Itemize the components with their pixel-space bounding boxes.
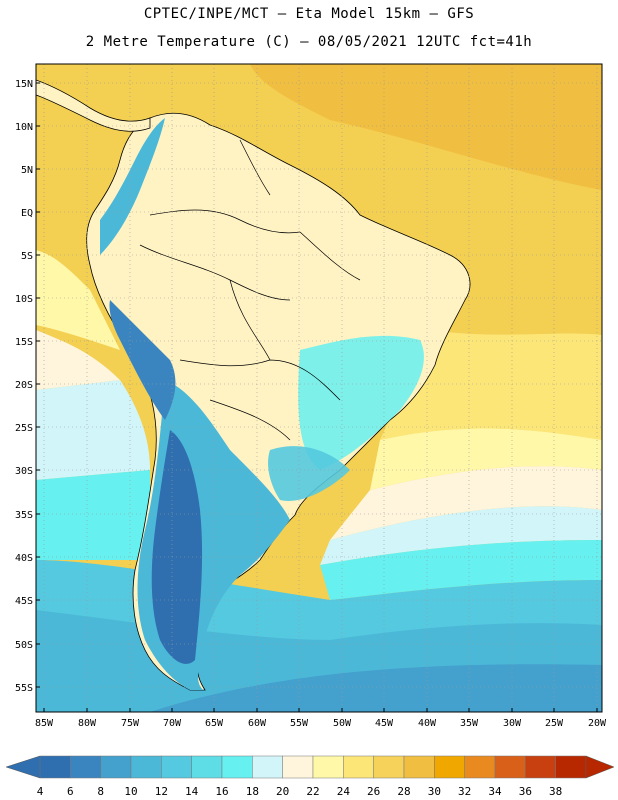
central-america <box>36 79 151 132</box>
colorbar-cell <box>70 755 101 779</box>
lon-label: 50W <box>333 718 352 729</box>
central-andes-cold <box>109 300 176 420</box>
colorbar-cell <box>403 755 435 779</box>
lat-label: 55S <box>15 683 33 694</box>
axis-ticks <box>36 82 598 712</box>
colorbar-cell <box>343 755 374 779</box>
colorbar-label: 24 <box>337 785 351 798</box>
colorbar-label: 32 <box>458 785 471 798</box>
colorbar-cell <box>161 755 192 779</box>
colorbar-cell <box>494 755 526 779</box>
northern-andes-cool <box>100 118 165 255</box>
ocean-warmest-north <box>250 64 602 190</box>
pacific-band-18 <box>36 380 150 480</box>
andes-patagonia-cold <box>151 430 203 664</box>
lat-label: 5S <box>21 251 33 262</box>
colorbar-cell <box>312 755 344 779</box>
ocean-band-22 <box>370 428 602 490</box>
ocean-band-18 <box>320 506 602 565</box>
pacific-band-16 <box>36 470 150 560</box>
lat-label: 35S <box>15 510 33 521</box>
lat-label: 45S <box>15 596 33 607</box>
graticule <box>36 64 602 712</box>
lon-label: 70W <box>163 718 182 729</box>
lat-label: 5N <box>21 165 33 176</box>
lon-label: 20W <box>588 718 607 729</box>
lon-label: 35W <box>460 718 479 729</box>
lat-label: 25S <box>15 423 33 434</box>
lat-label: EQ <box>21 208 33 219</box>
colorbar-cell <box>282 755 314 779</box>
colorbar-label: 16 <box>215 785 228 798</box>
colorbar-label: 18 <box>246 785 259 798</box>
colorbar-right-arrow <box>585 755 615 779</box>
lon-label: 60W <box>248 718 267 729</box>
lat-label: 50S <box>15 640 33 651</box>
colorbar-cell <box>191 755 223 779</box>
lon-label: 40W <box>418 718 437 729</box>
lat-label: 10N <box>15 122 33 133</box>
colorbar-cell <box>130 755 162 779</box>
lat-label: 20S <box>15 380 33 391</box>
map-title-line1: CPTEC/INPE/MCT – Eta Model 15km – GFS <box>143 6 475 22</box>
colorbar-label: 10 <box>124 785 137 798</box>
lat-label: 15S <box>15 337 33 348</box>
lat-label: 30S <box>15 466 33 477</box>
colorbar-cell <box>39 755 71 779</box>
colorbar-label: 4 <box>37 785 44 798</box>
colorbar-label: 36 <box>519 785 532 798</box>
lat-label: 15N <box>15 79 33 90</box>
lat-label: 40S <box>15 553 33 564</box>
lon-label: 45W <box>375 718 394 729</box>
colorbar-cell <box>525 755 556 779</box>
colorbar-label: 28 <box>397 785 410 798</box>
lat-label: 10S <box>15 294 33 305</box>
lon-label: 55W <box>290 718 309 729</box>
colorbar-cell <box>434 755 465 779</box>
colorbar-labels: 4 6 8 10 12 14 16 18 20 22 24 26 28 30 32 34 36 38 <box>37 785 563 798</box>
southeast-brazil-cool <box>298 335 424 470</box>
lon-label: 65W <box>205 718 224 729</box>
ocean-band-8 <box>150 664 602 712</box>
uruguay-region <box>268 446 350 501</box>
colorbar-label: 22 <box>306 785 319 798</box>
ocean-band-20 <box>330 466 602 540</box>
lon-label: 30W <box>503 718 522 729</box>
colorbar-label: 30 <box>428 785 441 798</box>
colorbar-cell <box>464 755 496 779</box>
colorbar-cell <box>252 755 283 779</box>
pacific-band-22 <box>36 250 120 350</box>
lon-label: 25W <box>545 718 564 729</box>
ocean-band-16 <box>320 540 602 600</box>
colorbar-cell <box>100 755 132 779</box>
colorbar: 4 6 8 10 12 14 16 18 20 22 24 26 28 30 32 34 36 38 <box>5 755 615 798</box>
colorbar-label: 34 <box>488 785 502 798</box>
colorbar-cell <box>373 755 405 779</box>
colorbar-left-arrow <box>5 755 41 779</box>
colorbar-label: 20 <box>276 785 289 798</box>
colorbar-cell <box>555 755 587 779</box>
colorbar-cell <box>221 755 253 779</box>
lon-label: 80W <box>78 718 97 729</box>
colorbar-label: 14 <box>185 785 199 798</box>
pacific-band-20 <box>36 330 120 390</box>
lon-label: 75W <box>121 718 140 729</box>
colorbar-label: 6 <box>67 785 74 798</box>
colorbar-label: 12 <box>155 785 168 798</box>
latitude-labels: 15N 10N 5N EQ 5S 10S 15S 20S 25S 30S 35S… <box>15 79 33 694</box>
colorbar-label: 26 <box>367 785 380 798</box>
country-borders <box>139 139 361 441</box>
colorbar-label: 38 <box>549 785 562 798</box>
map-frame <box>35 63 603 713</box>
map-title-line2: 2 Metre Temperature (C) – 08/05/2021 12U… <box>85 34 533 50</box>
longitude-labels: 85W 80W 75W 70W 65W 60W 55W 50W 45W 40W … <box>35 718 607 729</box>
colorbar-cells <box>39 755 587 779</box>
lon-label: 85W <box>35 718 54 729</box>
colorbar-label: 8 <box>97 785 104 798</box>
